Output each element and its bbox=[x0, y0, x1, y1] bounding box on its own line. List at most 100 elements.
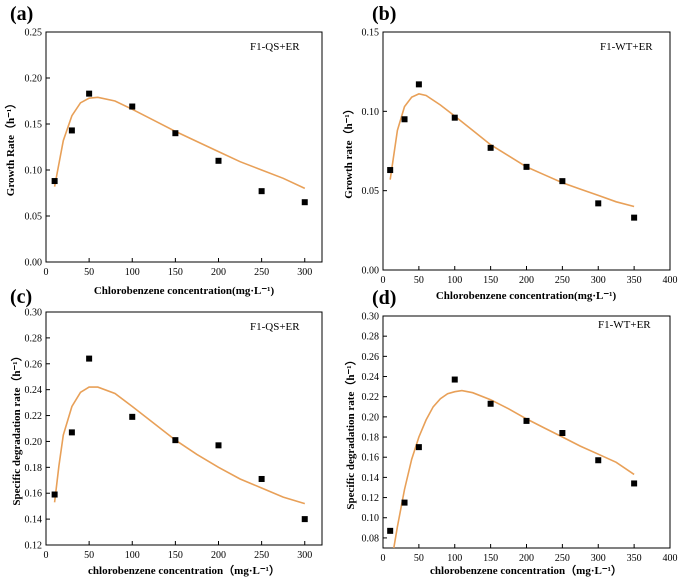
chart-panel-4: 0 50 100 150 200 250 300 350 400 0.08 0.10 0.12 0.14… bbox=[344, 287, 678, 577]
y-tick-label: 0.10 bbox=[25, 166, 43, 177]
data-point bbox=[595, 200, 602, 207]
x-tick-label: 350 bbox=[627, 553, 642, 564]
x-tick-label: 250 bbox=[254, 267, 269, 278]
y-tick-label: 0.22 bbox=[25, 411, 43, 422]
x-tick-label: 50 bbox=[414, 553, 424, 564]
fit-curve bbox=[53, 386, 306, 505]
x-tick-label: 150 bbox=[168, 550, 183, 561]
fit-curve bbox=[393, 389, 635, 549]
panel-label: (b) bbox=[372, 3, 396, 25]
data-point bbox=[387, 167, 394, 174]
y-tick-label: 0.30 bbox=[362, 312, 380, 323]
data-point bbox=[51, 178, 58, 185]
legend-label: F1-QS+ER bbox=[250, 321, 300, 333]
plot-frame bbox=[45, 311, 323, 546]
y-tick-label: 0.12 bbox=[362, 493, 380, 504]
x-tick-label: 300 bbox=[591, 553, 606, 564]
chart-panel-2: 0 50 100 150 200 250 300 350 400 0.00 0.05 0.10 0.15… bbox=[342, 3, 678, 302]
y-tick-label: 0.14 bbox=[362, 473, 380, 484]
x-tick-label: 250 bbox=[555, 553, 570, 564]
y-tick-label: 0.28 bbox=[362, 332, 380, 343]
x-tick-label: 200 bbox=[211, 267, 226, 278]
panel-label: (d) bbox=[372, 287, 396, 309]
x-tick-label: 200 bbox=[519, 275, 534, 286]
x-tick-label: 50 bbox=[414, 275, 424, 286]
x-tick-label: 150 bbox=[483, 553, 498, 564]
y-tick-label: 0.25 bbox=[25, 28, 43, 39]
y-tick-label: 0.15 bbox=[362, 28, 380, 39]
data-point bbox=[559, 178, 566, 185]
x-axis-title: Chlorobenzene concentration(mg·L⁻¹) bbox=[94, 285, 275, 297]
x-tick-label: 100 bbox=[447, 553, 462, 564]
data-point bbox=[451, 376, 458, 383]
y-tick-label: 0.24 bbox=[362, 372, 380, 383]
y-tick-label: 0.24 bbox=[25, 385, 43, 396]
x-tick-label: 200 bbox=[519, 553, 534, 564]
y-tick-label: 0.18 bbox=[362, 433, 380, 444]
x-tick-label: 0 bbox=[44, 550, 49, 561]
y-axis-title: Growth rate（h⁻¹） bbox=[342, 103, 355, 198]
y-tick-label: 0.15 bbox=[25, 120, 43, 131]
data-point bbox=[129, 103, 136, 110]
data-point bbox=[631, 214, 638, 221]
y-tick-label: 0.16 bbox=[362, 453, 380, 464]
data-point bbox=[215, 442, 222, 449]
y-tick-label: 0.18 bbox=[25, 463, 43, 474]
data-point bbox=[258, 188, 265, 195]
y-tick-label: 0.00 bbox=[25, 258, 43, 269]
data-point bbox=[451, 114, 458, 121]
y-tick-label: 0.08 bbox=[362, 533, 380, 544]
x-tick-label: 100 bbox=[125, 267, 140, 278]
x-tick-label: 250 bbox=[555, 275, 570, 286]
data-point bbox=[215, 157, 222, 164]
data-point bbox=[258, 475, 265, 482]
y-tick-label: 0.12 bbox=[25, 541, 43, 552]
y-tick-label: 0.00 bbox=[362, 266, 380, 277]
x-tick-label: 300 bbox=[297, 267, 312, 278]
x-axis-title: chlorobenzene concentration（mg·L⁻¹） bbox=[430, 564, 622, 577]
data-point bbox=[523, 417, 530, 424]
plot-frame bbox=[45, 31, 323, 263]
panel-label: (a) bbox=[10, 3, 33, 25]
data-point bbox=[68, 127, 75, 134]
y-tick-label: 0.20 bbox=[25, 437, 43, 448]
x-tick-label: 0 bbox=[381, 275, 386, 286]
data-point bbox=[415, 444, 422, 451]
chart-panel-1: 0 50 100 150 200 250 300 0.00 0.05 0.10 0.15 0.20 0.… bbox=[4, 3, 323, 297]
y-tick-label: 0.26 bbox=[362, 352, 380, 363]
legend-label: F1-QS+ER bbox=[250, 41, 300, 53]
fit-curve bbox=[389, 93, 635, 208]
data-point bbox=[559, 430, 566, 437]
x-tick-label: 100 bbox=[447, 275, 462, 286]
x-tick-label: 200 bbox=[211, 550, 226, 561]
x-tick-label: 50 bbox=[84, 550, 94, 561]
x-tick-label: 400 bbox=[663, 275, 678, 286]
legend-label: F1-WT+ER bbox=[598, 319, 651, 331]
y-tick-label: 0.20 bbox=[25, 74, 43, 85]
y-tick-label: 0.05 bbox=[25, 212, 43, 223]
x-axis-title: Chlorobenzene concentration(mg·L⁻¹) bbox=[436, 290, 617, 302]
data-point bbox=[401, 499, 408, 506]
data-point bbox=[387, 527, 394, 534]
data-point bbox=[415, 81, 422, 88]
data-point bbox=[487, 400, 494, 407]
plot-frame bbox=[382, 31, 671, 271]
fit-curve bbox=[53, 96, 306, 190]
plot-frame bbox=[382, 315, 671, 549]
y-tick-label: 0.16 bbox=[25, 489, 43, 500]
y-axis-title: Growth Rate（h⁻¹） bbox=[4, 98, 17, 196]
x-tick-label: 0 bbox=[381, 553, 386, 564]
data-point bbox=[68, 429, 75, 436]
x-tick-label: 100 bbox=[125, 550, 140, 561]
y-axis-title: Specific degradation rate（h⁻¹） bbox=[10, 350, 23, 505]
y-tick-label: 0.26 bbox=[25, 359, 43, 370]
y-tick-label: 0.10 bbox=[362, 513, 380, 524]
data-point bbox=[172, 437, 179, 444]
y-axis-title: Specific degradation rate（h⁻¹） bbox=[344, 354, 357, 509]
panel-label: (c) bbox=[10, 286, 32, 308]
y-tick-label: 0.14 bbox=[25, 515, 43, 526]
x-tick-label: 300 bbox=[591, 275, 606, 286]
x-tick-label: 250 bbox=[254, 550, 269, 561]
legend-label: F1-WT+ER bbox=[600, 41, 653, 53]
